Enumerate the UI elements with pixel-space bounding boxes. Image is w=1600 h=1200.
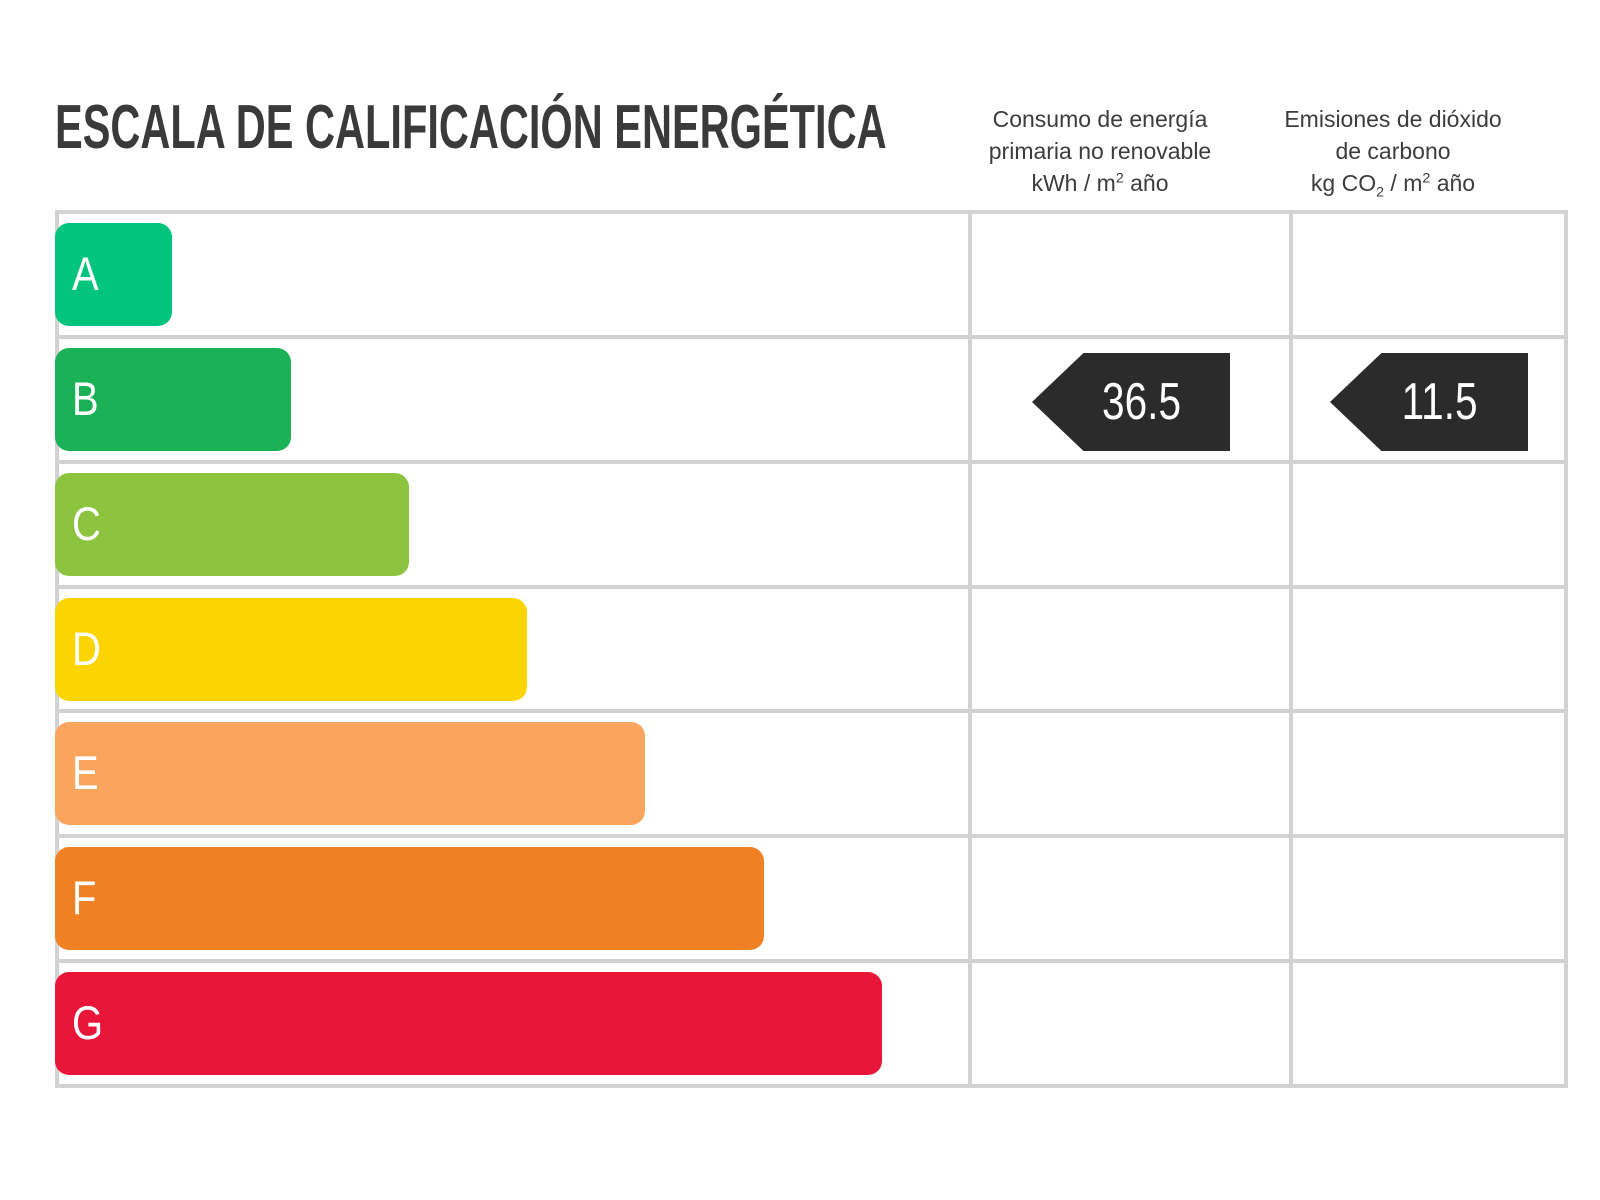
emisiones-header-line1: Emisiones de dióxido bbox=[1284, 106, 1502, 132]
rating-bar-b: B bbox=[55, 347, 291, 451]
column-header-consumo: Consumo de energía primaria no renovable… bbox=[950, 103, 1250, 199]
rating-letter-a: A bbox=[72, 247, 99, 300]
subscript-2: 2 bbox=[1376, 184, 1385, 201]
column-header-emisiones: Emisiones de dióxido de carbono kg CO2 /… bbox=[1243, 103, 1543, 201]
consumo-value-tag-arrow: 36.5 bbox=[1032, 353, 1230, 451]
emisiones-header-line2: de carbono bbox=[1335, 138, 1451, 164]
rating-letter-e: E bbox=[72, 746, 99, 800]
rating-table: A B C D E F G bbox=[55, 210, 1568, 1088]
consumo-header-unit: kWh / m2 año bbox=[1031, 170, 1169, 196]
rating-row-g: G bbox=[55, 963, 1564, 1084]
rating-bar-a: A bbox=[55, 223, 172, 326]
consumo-header-line2: primaria no renovable bbox=[988, 138, 1212, 164]
consumo-value: 36.5 bbox=[1102, 373, 1182, 431]
rating-letter-b: B bbox=[72, 371, 99, 425]
rating-row-a: A bbox=[55, 214, 1564, 339]
rating-bar-g: G bbox=[55, 972, 882, 1076]
rating-row-d: D bbox=[55, 589, 1564, 714]
rating-row-b: B bbox=[55, 339, 1564, 464]
rating-bar-c: C bbox=[55, 472, 409, 576]
rating-bar-e: E bbox=[55, 722, 645, 826]
emisiones-header-unit: kg CO2 / m2 año bbox=[1310, 170, 1476, 201]
rating-bar-f: F bbox=[55, 847, 764, 951]
page-title: ESCALA DE CALIFICACIÓN ENERGÉTICA bbox=[55, 93, 887, 162]
rating-row-e: E bbox=[55, 713, 1564, 839]
consumo-header-line1: Consumo de energía bbox=[992, 106, 1208, 132]
rating-letter-d: D bbox=[72, 621, 101, 675]
superscript-2: 2 bbox=[1115, 170, 1124, 187]
rating-row-f: F bbox=[55, 838, 1564, 964]
rating-letter-g: G bbox=[72, 996, 104, 1050]
column-divider-consumo bbox=[968, 214, 972, 1084]
emisiones-value: 11.5 bbox=[1401, 373, 1478, 431]
rating-row-c: C bbox=[55, 464, 1564, 589]
rating-letter-f: F bbox=[72, 871, 97, 925]
rating-bar-d: D bbox=[55, 597, 527, 701]
superscript-2: 2 bbox=[1422, 170, 1431, 187]
column-divider-emisiones bbox=[1289, 214, 1293, 1084]
rating-letter-c: C bbox=[72, 496, 101, 550]
